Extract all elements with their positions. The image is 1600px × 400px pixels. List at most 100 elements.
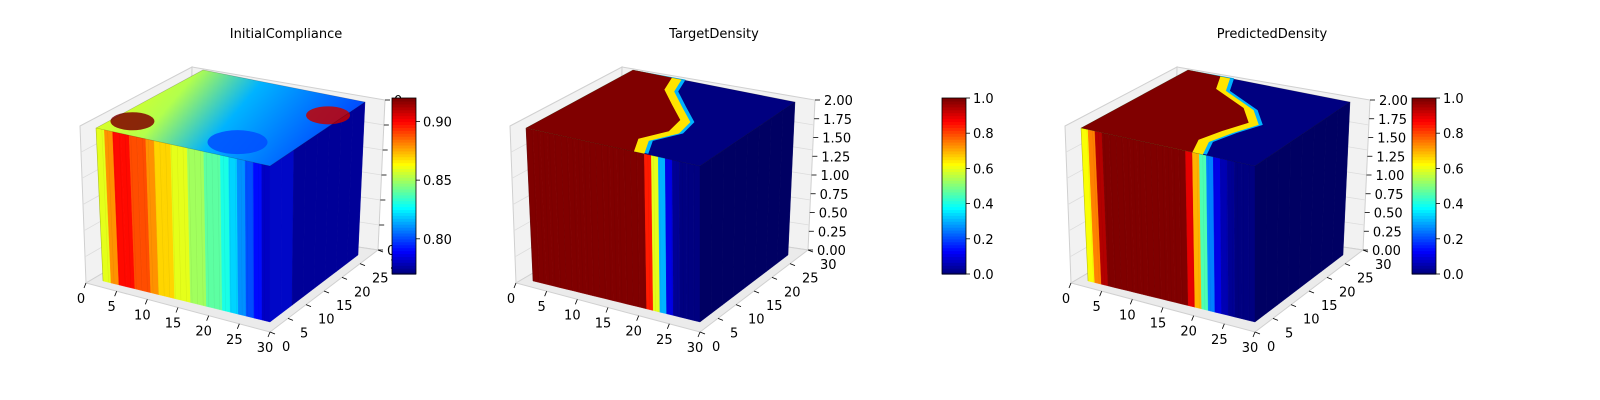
colorbar-segment bbox=[942, 227, 966, 231]
colorbar-segment bbox=[1412, 109, 1436, 114]
x-tick-label: 10 bbox=[134, 308, 151, 323]
colorbar-segment bbox=[1412, 124, 1436, 128]
colorbar-segment bbox=[1412, 200, 1436, 205]
colorbar-segment bbox=[392, 153, 416, 158]
colorbar-segment bbox=[1412, 235, 1436, 240]
x-tick-mark bbox=[636, 315, 640, 321]
colorbar-segment bbox=[392, 253, 416, 257]
top-hotspot bbox=[306, 106, 351, 125]
z-tick-label: 0 bbox=[387, 244, 395, 259]
y-tick-label: 5 bbox=[300, 326, 308, 341]
voxel-top-face bbox=[96, 70, 365, 166]
colorbar-segment bbox=[942, 144, 966, 149]
voxel-grid-line bbox=[252, 162, 254, 318]
colorbar-segment bbox=[1412, 100, 1436, 105]
voxel-front-stripe bbox=[1226, 159, 1236, 318]
colorbar-segment bbox=[942, 230, 966, 234]
colorbar-segment bbox=[392, 268, 416, 272]
voxel-grid-line bbox=[118, 133, 126, 287]
colorbar-segment bbox=[1412, 162, 1436, 167]
colorbar-frame bbox=[391, 97, 417, 275]
x-tick-mark bbox=[114, 291, 118, 297]
colorbar-segment bbox=[942, 221, 966, 225]
voxel-grid-line bbox=[554, 134, 562, 288]
colorbar-segment bbox=[1412, 147, 1436, 152]
colorbar-segment bbox=[392, 127, 416, 131]
colorbar-segment bbox=[942, 197, 966, 202]
colorbar-segment bbox=[392, 247, 416, 252]
voxel-grid-line bbox=[1231, 160, 1234, 317]
colorbar-tick-label: 0.4 bbox=[973, 198, 994, 213]
colorbar-segment bbox=[392, 156, 416, 161]
colorbar-segment bbox=[392, 112, 416, 117]
y-tick-mark bbox=[717, 317, 724, 321]
colorbar-segment bbox=[1412, 174, 1436, 178]
colorbar-segment bbox=[942, 136, 966, 140]
x-tick-mark bbox=[1068, 282, 1072, 289]
voxel-grid-line bbox=[653, 155, 656, 312]
voxel-grid-line bbox=[647, 154, 651, 310]
colorbar-segment bbox=[942, 150, 966, 155]
colorbar-segment bbox=[942, 215, 966, 219]
colorbar-segment bbox=[942, 121, 966, 125]
y-tick-mark bbox=[359, 263, 366, 267]
x-tick-mark bbox=[175, 307, 179, 313]
colorbar-segment bbox=[1412, 144, 1436, 149]
voxel-grid-line bbox=[188, 148, 193, 303]
density-region bbox=[1081, 70, 1249, 153]
colorbar-segment bbox=[392, 241, 416, 246]
colorbar-segment bbox=[942, 162, 966, 167]
colorbar-segment bbox=[942, 106, 966, 111]
colorbar-segment bbox=[392, 98, 416, 102]
colorbar-tick-label: 0.8 bbox=[1443, 127, 1464, 142]
voxel-grid-line bbox=[223, 155, 226, 312]
y-tick-mark bbox=[1290, 304, 1297, 308]
colorbar-segment bbox=[1412, 232, 1436, 237]
z-tick-label: 0.75 bbox=[820, 188, 849, 203]
voxel-grid-line bbox=[1156, 144, 1161, 299]
colorbar-segment bbox=[942, 118, 966, 123]
z-tick-label: 1.50 bbox=[822, 132, 851, 147]
colorbar-segment bbox=[392, 100, 416, 105]
y-tick-label: 20 bbox=[1339, 285, 1356, 300]
voxel-grid-line bbox=[641, 153, 645, 309]
colorbar-segment bbox=[1412, 250, 1436, 255]
colorbar-segment bbox=[942, 147, 966, 152]
voxel-grid-line bbox=[176, 145, 182, 301]
x-tick-label: 30 bbox=[687, 341, 704, 356]
colorbar-segment bbox=[1412, 133, 1436, 137]
colorbar-segment bbox=[1412, 130, 1436, 134]
cube-edge bbox=[1080, 69, 1351, 282]
z-tick-label: 1.25 bbox=[1376, 150, 1405, 165]
voxel-grid-line bbox=[194, 149, 198, 305]
colorbar-segment bbox=[1412, 112, 1436, 117]
voxel-grid-line bbox=[1214, 157, 1217, 313]
voxel-grid-line bbox=[113, 131, 120, 286]
y-tick-label: 15 bbox=[336, 299, 353, 314]
y-tick-label: 25 bbox=[372, 272, 389, 287]
colorbar-segment bbox=[392, 168, 416, 172]
subplot-title: InitialCompliance bbox=[230, 27, 343, 42]
voxel-grid-line bbox=[566, 136, 573, 291]
x-tick-mark bbox=[1160, 307, 1164, 313]
colorbar-segment bbox=[1412, 186, 1436, 190]
colorbar-tick-label: 0.80 bbox=[423, 233, 452, 248]
x-tick-label: 0 bbox=[1062, 292, 1070, 307]
colorbar-segment bbox=[392, 174, 416, 178]
voxel-grid-line bbox=[147, 139, 154, 294]
x-tick-mark bbox=[83, 282, 87, 289]
colorbar-segment bbox=[1412, 212, 1436, 216]
voxel-grid-line bbox=[136, 136, 143, 291]
colorbar-segment bbox=[1412, 221, 1436, 225]
colorbar-segment bbox=[1412, 244, 1436, 249]
colorbar-segment bbox=[942, 183, 966, 187]
colorbar-segment bbox=[392, 139, 416, 143]
colorbar-segment bbox=[942, 112, 966, 117]
voxel-side-stripe bbox=[699, 157, 713, 323]
colorbar-segment bbox=[1412, 238, 1436, 243]
colorbar-segment bbox=[1412, 262, 1436, 266]
colorbar-segment bbox=[392, 238, 416, 243]
colorbar-segment bbox=[942, 265, 966, 269]
voxel-grid-line bbox=[560, 135, 567, 290]
voxel-grid-line bbox=[543, 131, 550, 286]
